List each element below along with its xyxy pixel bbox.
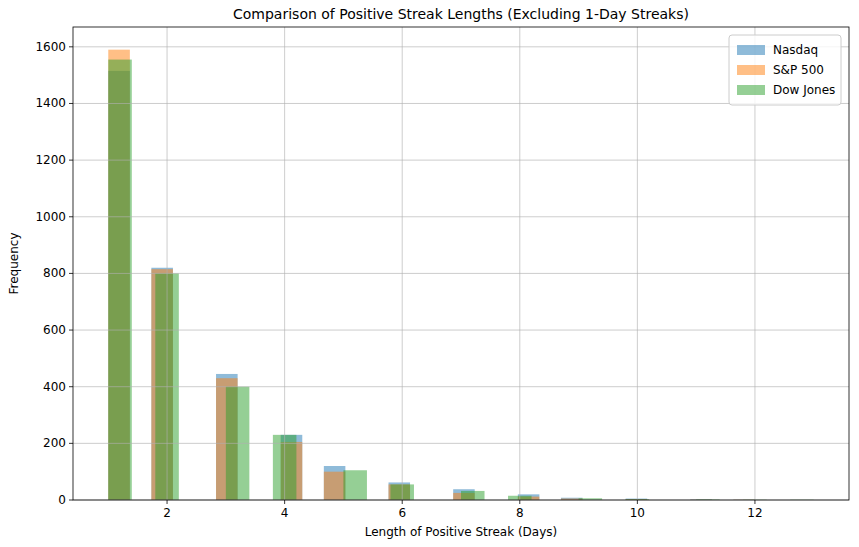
bars	[108, 50, 813, 500]
tick	[69, 103, 73, 104]
tick	[69, 160, 73, 161]
legend-swatch	[737, 45, 765, 55]
tick-label: 1200	[35, 153, 66, 167]
bar	[108, 60, 132, 500]
tick-label: 1000	[35, 210, 66, 224]
tick	[69, 443, 73, 444]
legend-label: S&P 500	[773, 63, 824, 77]
tick	[754, 500, 755, 504]
grid-line	[637, 27, 638, 500]
tick-label: 600	[43, 323, 66, 337]
grid-line	[73, 160, 849, 161]
frame	[73, 27, 849, 500]
chart: 2 4 6 8 10 12 0 200 400 600 800 1000 1200 1400 1600 Com…	[0, 0, 859, 547]
legend-swatch	[737, 85, 765, 95]
grid-line	[73, 443, 849, 444]
grid-line	[73, 216, 849, 217]
title: Comparison of Positive Streak Lengths (E…	[233, 6, 689, 22]
grid-line	[73, 330, 849, 331]
grid-line	[519, 27, 520, 500]
tick	[69, 273, 73, 274]
legend-box	[729, 35, 841, 105]
grid-line	[284, 27, 285, 500]
tick	[402, 500, 403, 504]
tick-label: 1600	[35, 40, 66, 54]
bar	[324, 472, 346, 500]
tick	[69, 386, 73, 387]
bar	[343, 470, 367, 500]
legend-label: Dow Jones	[773, 83, 835, 97]
tick-label: 8	[516, 506, 524, 520]
grid	[73, 27, 849, 500]
tick	[69, 46, 73, 47]
tick-label: 1400	[35, 96, 66, 110]
tick-label: 10	[630, 506, 645, 520]
grid-line	[73, 273, 849, 274]
tick-label: 800	[43, 266, 66, 280]
y-label: Frequency	[7, 233, 21, 295]
tick-label: 200	[43, 436, 66, 450]
tick	[519, 500, 520, 504]
tick	[69, 330, 73, 331]
grid-line	[402, 27, 403, 500]
grid-line	[167, 27, 168, 500]
tick	[637, 500, 638, 504]
legend: Nasdaq S&P 500 Dow Jones	[729, 35, 841, 105]
tick	[69, 216, 73, 217]
background	[0, 0, 859, 547]
tick-label: 0	[58, 493, 66, 507]
grid-line	[73, 386, 849, 387]
tick-label: 2	[163, 506, 171, 520]
bar	[461, 491, 485, 500]
legend-label: Nasdaq	[773, 43, 818, 57]
x-label: Length of Positive Streak (Days)	[365, 525, 557, 539]
tick-label: 12	[747, 506, 762, 520]
tick-label: 4	[281, 506, 289, 520]
legend-swatch	[737, 65, 765, 75]
tick	[69, 500, 73, 501]
tick	[167, 500, 168, 504]
tick-label: 6	[398, 506, 406, 520]
bar	[324, 466, 346, 500]
tick-label: 400	[43, 380, 66, 394]
tick	[284, 500, 285, 504]
